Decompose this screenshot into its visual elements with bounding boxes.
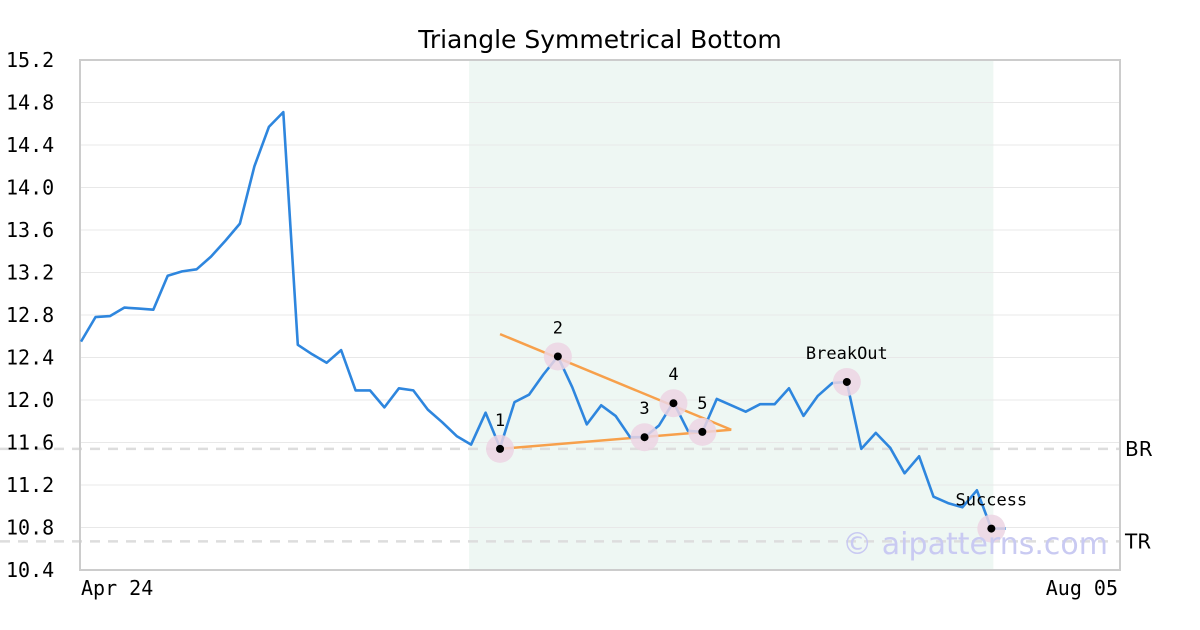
point-label: 2 [553,318,563,338]
point-label: 3 [639,399,649,419]
y-tick-label: 10.4 [6,558,54,582]
gridlines [80,102,1120,528]
y-tick-label: 12.8 [6,303,54,327]
y-tick-label: 11.6 [6,431,54,455]
level-lines: BR TR [0,437,1153,553]
point-label: 4 [668,365,678,385]
pattern-points: 1 2 345 BreakOut Success [486,318,1028,543]
point-marker [987,524,996,533]
watermark: © aipatterns.com [842,527,1108,562]
point-label: Success [956,491,1028,511]
y-tick-label: 15.2 [6,48,54,72]
point-label: 1 [495,411,505,431]
point-marker [698,427,707,436]
trendline [499,332,732,431]
point-marker [496,444,505,453]
y-axis: 15.2 14.8 14.4 14.0 13.6 13.2 12.8 12.4 12.0 11.6… [6,48,54,582]
chart-title: Triangle Symmetrical Bottom [417,25,782,54]
y-tick-label: 10.8 [6,516,54,540]
point-marker [553,352,562,361]
y-tick-label: 14.8 [6,91,54,115]
point-marker [669,399,678,408]
price-line [79,110,1006,530]
x-tick-end: Aug 05 [1046,576,1118,600]
y-tick-label: 12.4 [6,346,54,370]
y-tick-label: 12.0 [6,388,54,412]
y-tick-label: 14.4 [6,133,54,157]
x-tick-start: Apr 24 [81,576,153,600]
point-label: 5 [697,394,707,414]
point-marker [842,377,851,386]
plot-frame [79,59,1121,571]
y-tick-label: 13.2 [6,261,54,285]
point-label: BreakOut [806,344,888,364]
level-label: BR [1125,437,1153,461]
y-tick-label: 13.6 [6,218,54,242]
level-label: TR [1124,529,1151,553]
point-marker [640,433,649,442]
y-tick-label: 11.2 [6,473,54,497]
y-tick-label: 14.0 [6,176,54,200]
